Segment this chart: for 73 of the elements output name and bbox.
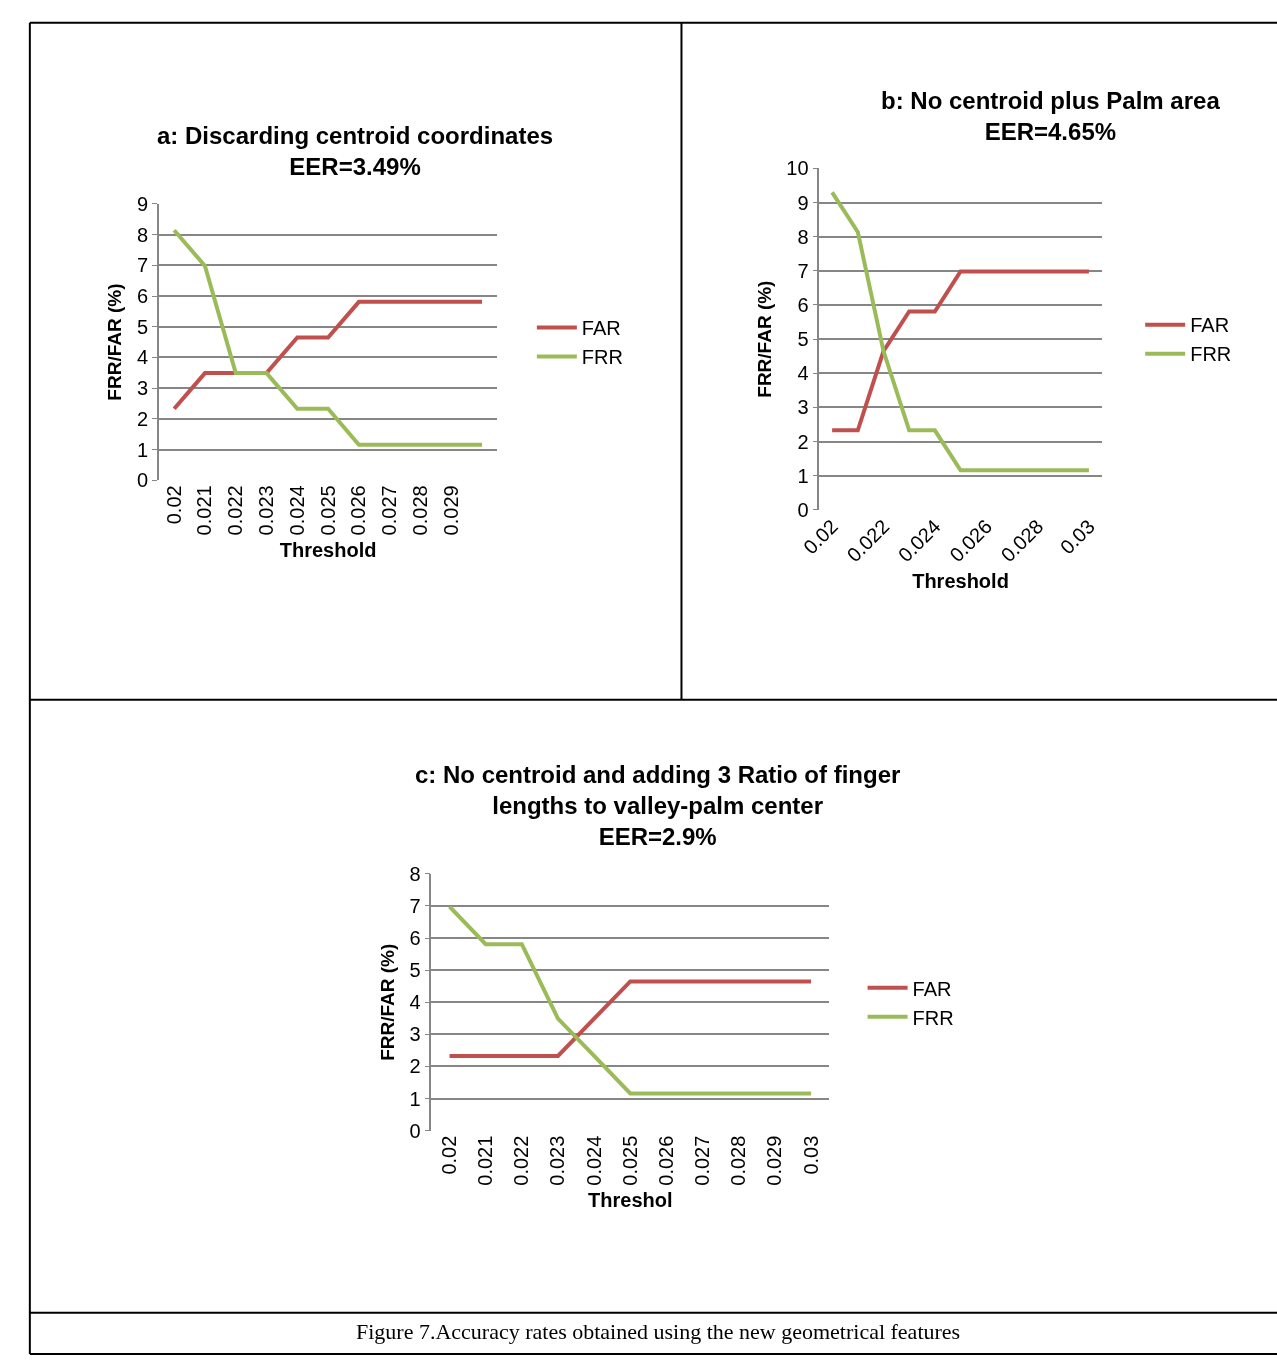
y-tick-label: 6 [136, 285, 149, 308]
y-tick-label: 2 [409, 1055, 421, 1078]
y-tick-label: 3 [797, 396, 809, 419]
y-tick-label: 4 [797, 362, 809, 385]
y-tick-label: 6 [797, 294, 809, 316]
y-tick-label: 3 [409, 1023, 421, 1046]
y-tick-label: 7 [797, 259, 809, 282]
x-tick-label: 0.023 [546, 1135, 569, 1186]
x-axis-title: Threshold [279, 538, 377, 561]
line-series [447, 904, 814, 1096]
y-tick-label: 5 [136, 315, 149, 338]
x-tick-label: 0.03 [799, 1135, 822, 1175]
x-tick-label: 0.028 [408, 485, 431, 536]
y-tick-label: 10 [786, 157, 809, 180]
y-tick-label: 9 [797, 191, 809, 214]
y-tick-label: 0 [409, 1119, 421, 1142]
y-tick-label: 1 [797, 464, 809, 487]
x-axis-title: Threshol [588, 1189, 673, 1212]
x-tick-label: 0.027 [691, 1135, 714, 1186]
x-tick-label: 0.022 [510, 1135, 533, 1186]
legend-label: FRR [1190, 343, 1232, 366]
legend-label: FAR [581, 317, 621, 340]
y-tick-label: 7 [136, 254, 149, 277]
chart-title: c: No centroid and adding 3 Ratio of finger lengths to valley-palm center EER=2.9% [415, 761, 901, 851]
chart-title: a: Discarding centroid coordinates EER=3.49% [157, 122, 554, 181]
caption: Figure 7.Accuracy rates obtained using the new geometrical features [356, 1319, 961, 1344]
legend-label: FRR [581, 346, 623, 369]
y-tick-label: 1 [409, 1087, 421, 1110]
x-tick-label: 0.024 [582, 1135, 605, 1186]
x-tick-label: 0.021 [474, 1135, 497, 1186]
x-tick-label: 0.028 [727, 1135, 750, 1186]
x-tick-label: 0.029 [439, 485, 462, 536]
x-tick-label: 0.027 [378, 485, 401, 536]
y-tick-label: 0 [136, 469, 149, 492]
y-axis-title: FRR/FAR (%) [104, 283, 126, 401]
y-tick-label: 8 [136, 223, 149, 246]
line-series [172, 299, 485, 411]
x-tick-label: 0.023 [255, 485, 278, 536]
x-tick-label: 0.022 [224, 485, 247, 536]
chart-title: b: No centroid plus Palm area EER=4.65% [881, 87, 1221, 146]
y-tick-label: 3 [136, 377, 149, 400]
y-tick-label: 0 [797, 498, 809, 521]
x-tick-label: 0.02 [438, 1135, 461, 1175]
legend-label: FRR [912, 1006, 954, 1029]
y-tick-label: 4 [136, 346, 149, 369]
y-axis-title: FRR/FAR (%) [753, 280, 775, 398]
line-series [830, 190, 1091, 473]
line-series [830, 269, 1091, 433]
x-axis-title: Threshold [912, 569, 1009, 592]
y-tick-label: 5 [797, 328, 809, 351]
x-tick-label: 0.03 [1055, 515, 1099, 559]
x-tick-label: 0.025 [316, 485, 339, 536]
y-tick-label: 5 [409, 959, 421, 982]
legend-label: FAR [912, 977, 952, 1000]
x-tick-label: 0.024 [285, 485, 308, 536]
x-tick-label: 0.021 [193, 485, 216, 536]
x-tick-label: 0.025 [618, 1135, 641, 1186]
y-tick-label: 8 [409, 862, 421, 885]
y-axis-title: FRR/FAR (%) [376, 943, 398, 1061]
y-tick-label: 2 [797, 430, 809, 453]
line-series [172, 228, 485, 447]
y-tick-label: 4 [409, 991, 421, 1014]
y-tick-label: 2 [136, 407, 149, 430]
x-tick-label: 0.026 [654, 1135, 677, 1186]
x-tick-label: 0.029 [763, 1135, 786, 1186]
x-tick-label: 0.02 [162, 485, 185, 525]
y-tick-label: 9 [136, 192, 149, 215]
x-tick-label: 0.026 [347, 485, 370, 536]
y-tick-label: 7 [409, 894, 421, 917]
y-tick-label: 1 [136, 438, 149, 461]
legend-label: FAR [1190, 314, 1230, 337]
y-tick-label: 8 [797, 225, 809, 248]
y-tick-label: 6 [409, 927, 421, 950]
